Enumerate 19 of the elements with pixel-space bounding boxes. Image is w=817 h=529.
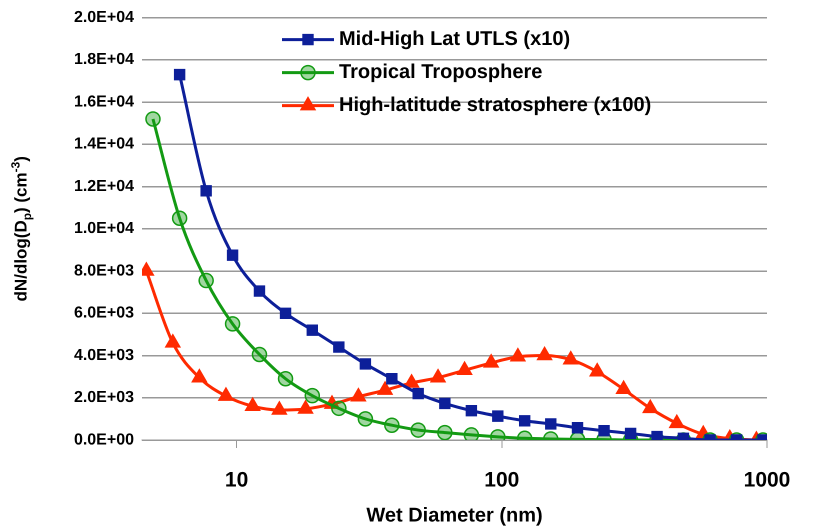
x-tick-label: 100	[484, 468, 520, 492]
y-axis-title: dN/dlog(Dp) (cm-3)	[8, 156, 34, 302]
y-tick-label: 2.0E+04	[74, 9, 134, 26]
x-tick-label: 10	[224, 468, 248, 492]
y-tick-label: 6.0E+03	[74, 304, 134, 322]
y-tick-label: 0.0E+00	[74, 431, 134, 448]
y-tick-label: 1.8E+04	[74, 51, 134, 68]
legend-label: Mid-High Lat UTLS (x10)	[339, 28, 570, 50]
y-tick-label: 1.0E+04	[74, 220, 134, 238]
legend-label: Tropical Troposphere	[339, 61, 542, 84]
x-tick-label: 1000	[744, 468, 790, 492]
y-tick-label: 4.0E+03	[74, 346, 134, 364]
y-tick-label: 2.0E+03	[74, 389, 134, 406]
y-tick-label: 1.4E+04	[74, 136, 134, 153]
legend-label: High-latitude stratosphere (x100)	[339, 94, 652, 116]
y-tick-label: 8.0E+03	[74, 262, 134, 280]
x-axis-title: Wet Diameter (nm)	[366, 504, 543, 527]
y-tick-label: 1.6E+04	[74, 93, 134, 110]
y-tick-label: 1.2E+04	[74, 178, 134, 195]
